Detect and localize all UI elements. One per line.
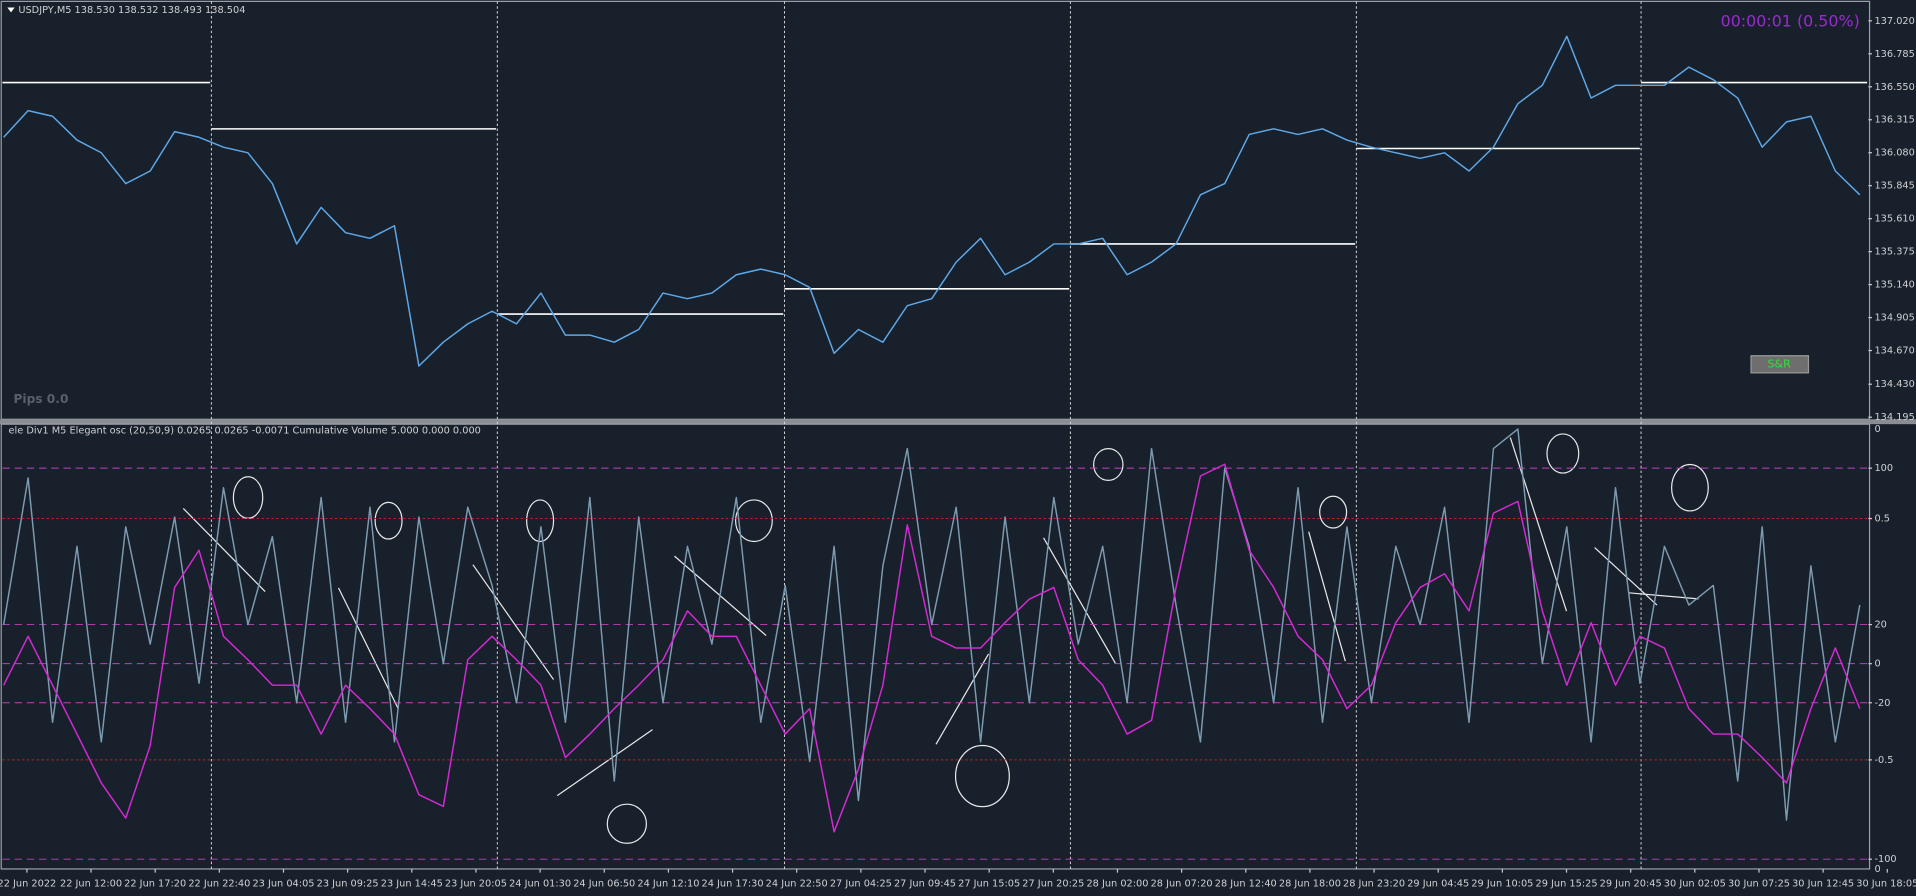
drawing-circle (526, 499, 555, 543)
x-tick-label: 22 Jun 22:40 (188, 879, 250, 890)
y2-tick-label: -0.5 (1874, 755, 1893, 766)
y-tick-label: 135.845 (1874, 181, 1914, 192)
x-tick-label: 22 Jun 12:00 (60, 879, 122, 890)
x-tick-label: 29 Jun 15:25 (1536, 879, 1598, 890)
y-tick-label: 134.670 (1874, 346, 1914, 357)
x-tick-label: 27 Jun 15:05 (958, 879, 1020, 890)
y-tick-label: 134.195 (1874, 412, 1914, 423)
drawing-line (556, 729, 653, 797)
timer: 00:00:01 (0.50%) (1721, 12, 1860, 31)
y2-tick-label: 0.5 (1874, 514, 1890, 525)
drawing-circle (374, 501, 403, 540)
x-tick-label: 28 Jun 02:00 (1086, 879, 1148, 890)
drawing-circle (954, 744, 1010, 808)
drawing-line (1594, 547, 1658, 606)
drawing-line (182, 508, 266, 593)
drawing-line (1628, 592, 1699, 600)
y-tick-label: 136.785 (1874, 49, 1914, 60)
series-line (3, 463, 1861, 833)
series-line (3, 35, 1861, 367)
x-tick-label: 24 Jun 06:50 (573, 879, 635, 890)
indicator-label: ele Div1 M5 Elegant osc (20,50,9) 0.0265… (9, 425, 481, 436)
x-tick-label: 28 Jun 12:40 (1215, 879, 1277, 890)
symbol-info: USDJPY,M5 138.530 138.532 138.493 138.50… (18, 5, 245, 16)
x-tick-label: 23 Jun 20:05 (445, 879, 507, 890)
sr-button-label[interactable]: S&R (1768, 357, 1792, 370)
drawing-circle (606, 803, 648, 844)
x-tick-label: 24 Jun 22:50 (766, 879, 828, 890)
y-tick-label: 135.140 (1874, 280, 1914, 291)
x-tick-label: 24 Jun 12:10 (637, 879, 699, 890)
x-tick-label: 30 Jun 02:05 (1664, 879, 1726, 890)
x-tick-label: 24 Jun 01:30 (509, 879, 571, 890)
x-tick-label: 22 Jun 17:20 (124, 879, 186, 890)
x-tick-label: 24 Jun 17:30 (702, 879, 764, 890)
y-tick-label: 137.020 (1874, 16, 1914, 27)
x-tick-label: 29 Jun 20:45 (1600, 879, 1662, 890)
x-tick-label: 27 Jun 09:45 (894, 879, 956, 890)
y-tick-label: 0 (1874, 659, 1880, 670)
y-tick-label: 136.550 (1874, 82, 1914, 93)
drawing-circle (1319, 495, 1348, 529)
panel-divider (0, 419, 1916, 425)
x-tick-label: 29 Jun 10:05 (1471, 879, 1533, 890)
menu-triangle[interactable] (7, 7, 15, 13)
x-tick-label: 23 Jun 14:45 (381, 879, 443, 890)
x-tick-label: 27 Jun 04:25 (830, 879, 892, 890)
drawing-circle (734, 499, 773, 543)
drawing-circle (1671, 463, 1709, 512)
osc-frame (0, 423, 1871, 870)
drawing-line (1043, 537, 1117, 664)
x-tick-label: 27 Jun 20:25 (1022, 879, 1084, 890)
y-tick-label: 134.430 (1874, 379, 1914, 390)
drawing-circle (1093, 448, 1124, 481)
y-tick-label: 20 (1874, 620, 1886, 631)
x-tick-label: 30 Jun 12:45 (1792, 879, 1854, 890)
volume-axis-label: 0 (1874, 864, 1880, 875)
x-tick-label: 30 Jun 07:25 (1728, 879, 1790, 890)
x-tick-label: 23 Jun 04:05 (252, 879, 314, 890)
x-tick-label: 29 Jun 04:45 (1407, 879, 1469, 890)
drawing-circle (1546, 433, 1580, 474)
x-tick-label: 28 Jun 23:20 (1343, 879, 1405, 890)
y-tick-label: 134.905 (1874, 313, 1914, 324)
volume-axis-label: 0 (1874, 424, 1880, 435)
y-tick-label: 135.610 (1874, 214, 1914, 225)
x-tick-label: 28 Jun 18:00 (1279, 879, 1341, 890)
x-tick-label: 30 Jun 18:05 (1856, 879, 1916, 890)
drawing-line (935, 653, 990, 745)
y-tick-label: -100 (1874, 854, 1896, 865)
x-tick-label: 23 Jun 09:25 (317, 879, 379, 890)
y-tick-label: 100 (1874, 463, 1893, 474)
y-tick-label: 136.080 (1874, 148, 1914, 159)
x-tick-label: 28 Jun 07:20 (1151, 879, 1213, 890)
x-tick-label: 22 Jun 2022 (0, 879, 56, 890)
series-line (2, 428, 1861, 821)
drawing-line (472, 564, 555, 680)
y-tick-label: 135.375 (1874, 247, 1914, 258)
y-tick-label: 136.315 (1874, 115, 1914, 126)
sr-button[interactable] (1750, 355, 1810, 374)
pips-label: Pips 0.0 (13, 392, 68, 406)
y-tick-label: -20 (1874, 698, 1890, 709)
drawing-line (1308, 531, 1346, 662)
